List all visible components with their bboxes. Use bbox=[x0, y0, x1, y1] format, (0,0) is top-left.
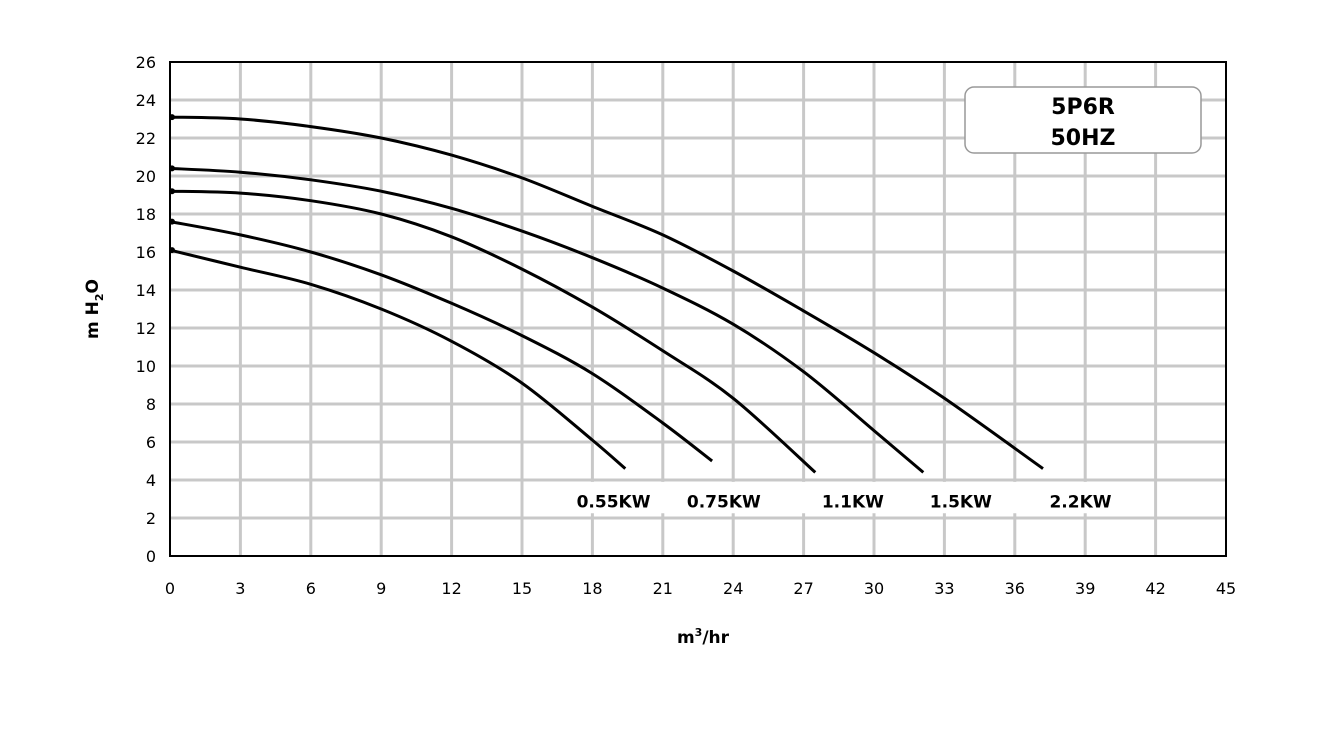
x-tick-label: 21 bbox=[653, 579, 673, 598]
curve-1.5KW bbox=[169, 166, 925, 474]
x-tick-label: 39 bbox=[1075, 579, 1095, 598]
y-tick-label: 24 bbox=[136, 91, 156, 110]
curve-label: 1.1KW bbox=[822, 493, 884, 513]
y-tick-label: 26 bbox=[136, 53, 156, 72]
y-tick-label: 12 bbox=[136, 319, 156, 338]
curve-label: 2.2KW bbox=[1049, 493, 1111, 513]
x-tick-label: 12 bbox=[441, 579, 461, 598]
x-tick-label: 45 bbox=[1216, 579, 1236, 598]
x-tick-labels: 0 3 6 9 12 15 18 21 24 27 30 33 36 39 42 45 bbox=[165, 579, 1236, 598]
curve-label: 1.5KW bbox=[930, 493, 992, 513]
curve-start-point bbox=[169, 165, 175, 172]
legend-line-2: 50HZ bbox=[1051, 126, 1116, 151]
x-tick-label: 18 bbox=[582, 579, 602, 598]
curve-2.2KW bbox=[169, 115, 1044, 470]
plot-frame bbox=[169, 61, 1227, 557]
y-tick-label: 8 bbox=[146, 395, 156, 414]
legend-box: 5P6R 50HZ bbox=[964, 86, 1202, 154]
y-tick-label: 10 bbox=[136, 357, 156, 376]
x-tick-label: 9 bbox=[376, 579, 386, 598]
x-tick-label: 15 bbox=[512, 579, 532, 598]
curve-start-point bbox=[169, 188, 175, 195]
x-tick-label: 30 bbox=[864, 579, 884, 598]
x-axis-label-rest: /hr bbox=[702, 628, 729, 648]
x-tick-label: 0 bbox=[165, 579, 175, 598]
y-tick-label: 4 bbox=[146, 471, 156, 490]
y-tick-label: 6 bbox=[146, 433, 156, 452]
x-tick-label: 33 bbox=[934, 579, 954, 598]
y-axis-label-base: m H bbox=[83, 301, 103, 339]
legend-frame bbox=[964, 86, 1202, 154]
y-tick-label: 20 bbox=[136, 167, 156, 186]
y-axis-label: m H2O bbox=[83, 279, 106, 339]
y-tick-label: 22 bbox=[136, 129, 156, 148]
curve-labels: 0.55KW 0.75KW 1.1KW 1.5KW 2.2KW bbox=[577, 493, 1112, 513]
curve-start-point bbox=[169, 114, 175, 121]
y-axis-label-rest: O bbox=[83, 279, 103, 293]
curve-label-backgrounds bbox=[557, 481, 1140, 514]
curve-0.55KW bbox=[169, 248, 627, 470]
curve-start-point bbox=[169, 247, 175, 254]
x-axis-label-sup: 3 bbox=[695, 626, 703, 639]
curves bbox=[169, 114, 1044, 474]
y-axis-label-sub: 2 bbox=[93, 293, 106, 301]
x-tick-label: 27 bbox=[793, 579, 813, 598]
curve-label-band bbox=[557, 481, 1140, 514]
y-tick-label: 14 bbox=[136, 281, 156, 300]
y-tick-label: 16 bbox=[136, 243, 156, 262]
y-tick-label: 18 bbox=[136, 205, 156, 224]
legend-line-1: 5P6R bbox=[1051, 95, 1115, 120]
curve-1.1KW bbox=[169, 189, 817, 474]
y-tick-label: 2 bbox=[146, 509, 156, 528]
x-tick-label: 24 bbox=[723, 579, 743, 598]
y-tick-label: 0 bbox=[146, 547, 156, 566]
curve-label: 0.75KW bbox=[687, 493, 761, 513]
x-axis-label: m3/hr bbox=[677, 626, 730, 648]
x-tick-label: 6 bbox=[306, 579, 316, 598]
x-tick-label: 42 bbox=[1145, 579, 1165, 598]
curve-start-point bbox=[169, 218, 175, 225]
x-tick-label: 36 bbox=[1005, 579, 1025, 598]
x-tick-label: 3 bbox=[235, 579, 245, 598]
curve-label: 0.55KW bbox=[577, 493, 651, 513]
curve-0.75KW bbox=[169, 220, 714, 463]
x-axis-label-base: m bbox=[677, 628, 695, 648]
